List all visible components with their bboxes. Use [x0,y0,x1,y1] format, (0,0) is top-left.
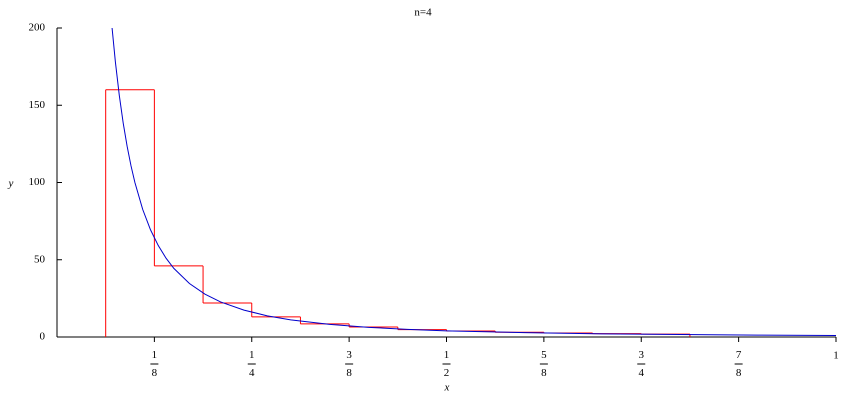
y-tick-label: 100 [29,176,46,188]
y-tick-label: 200 [29,22,46,34]
y-tick-label: 50 [34,253,46,265]
y-tick-label: 150 [29,99,46,111]
y-axis-label: y [8,178,14,190]
chart-title: n=4 [414,7,432,19]
curve [111,27,837,336]
y-tick-label: 0 [40,331,46,343]
x-axis-label: x [444,382,450,394]
x-tick-label: 1 [833,350,839,362]
